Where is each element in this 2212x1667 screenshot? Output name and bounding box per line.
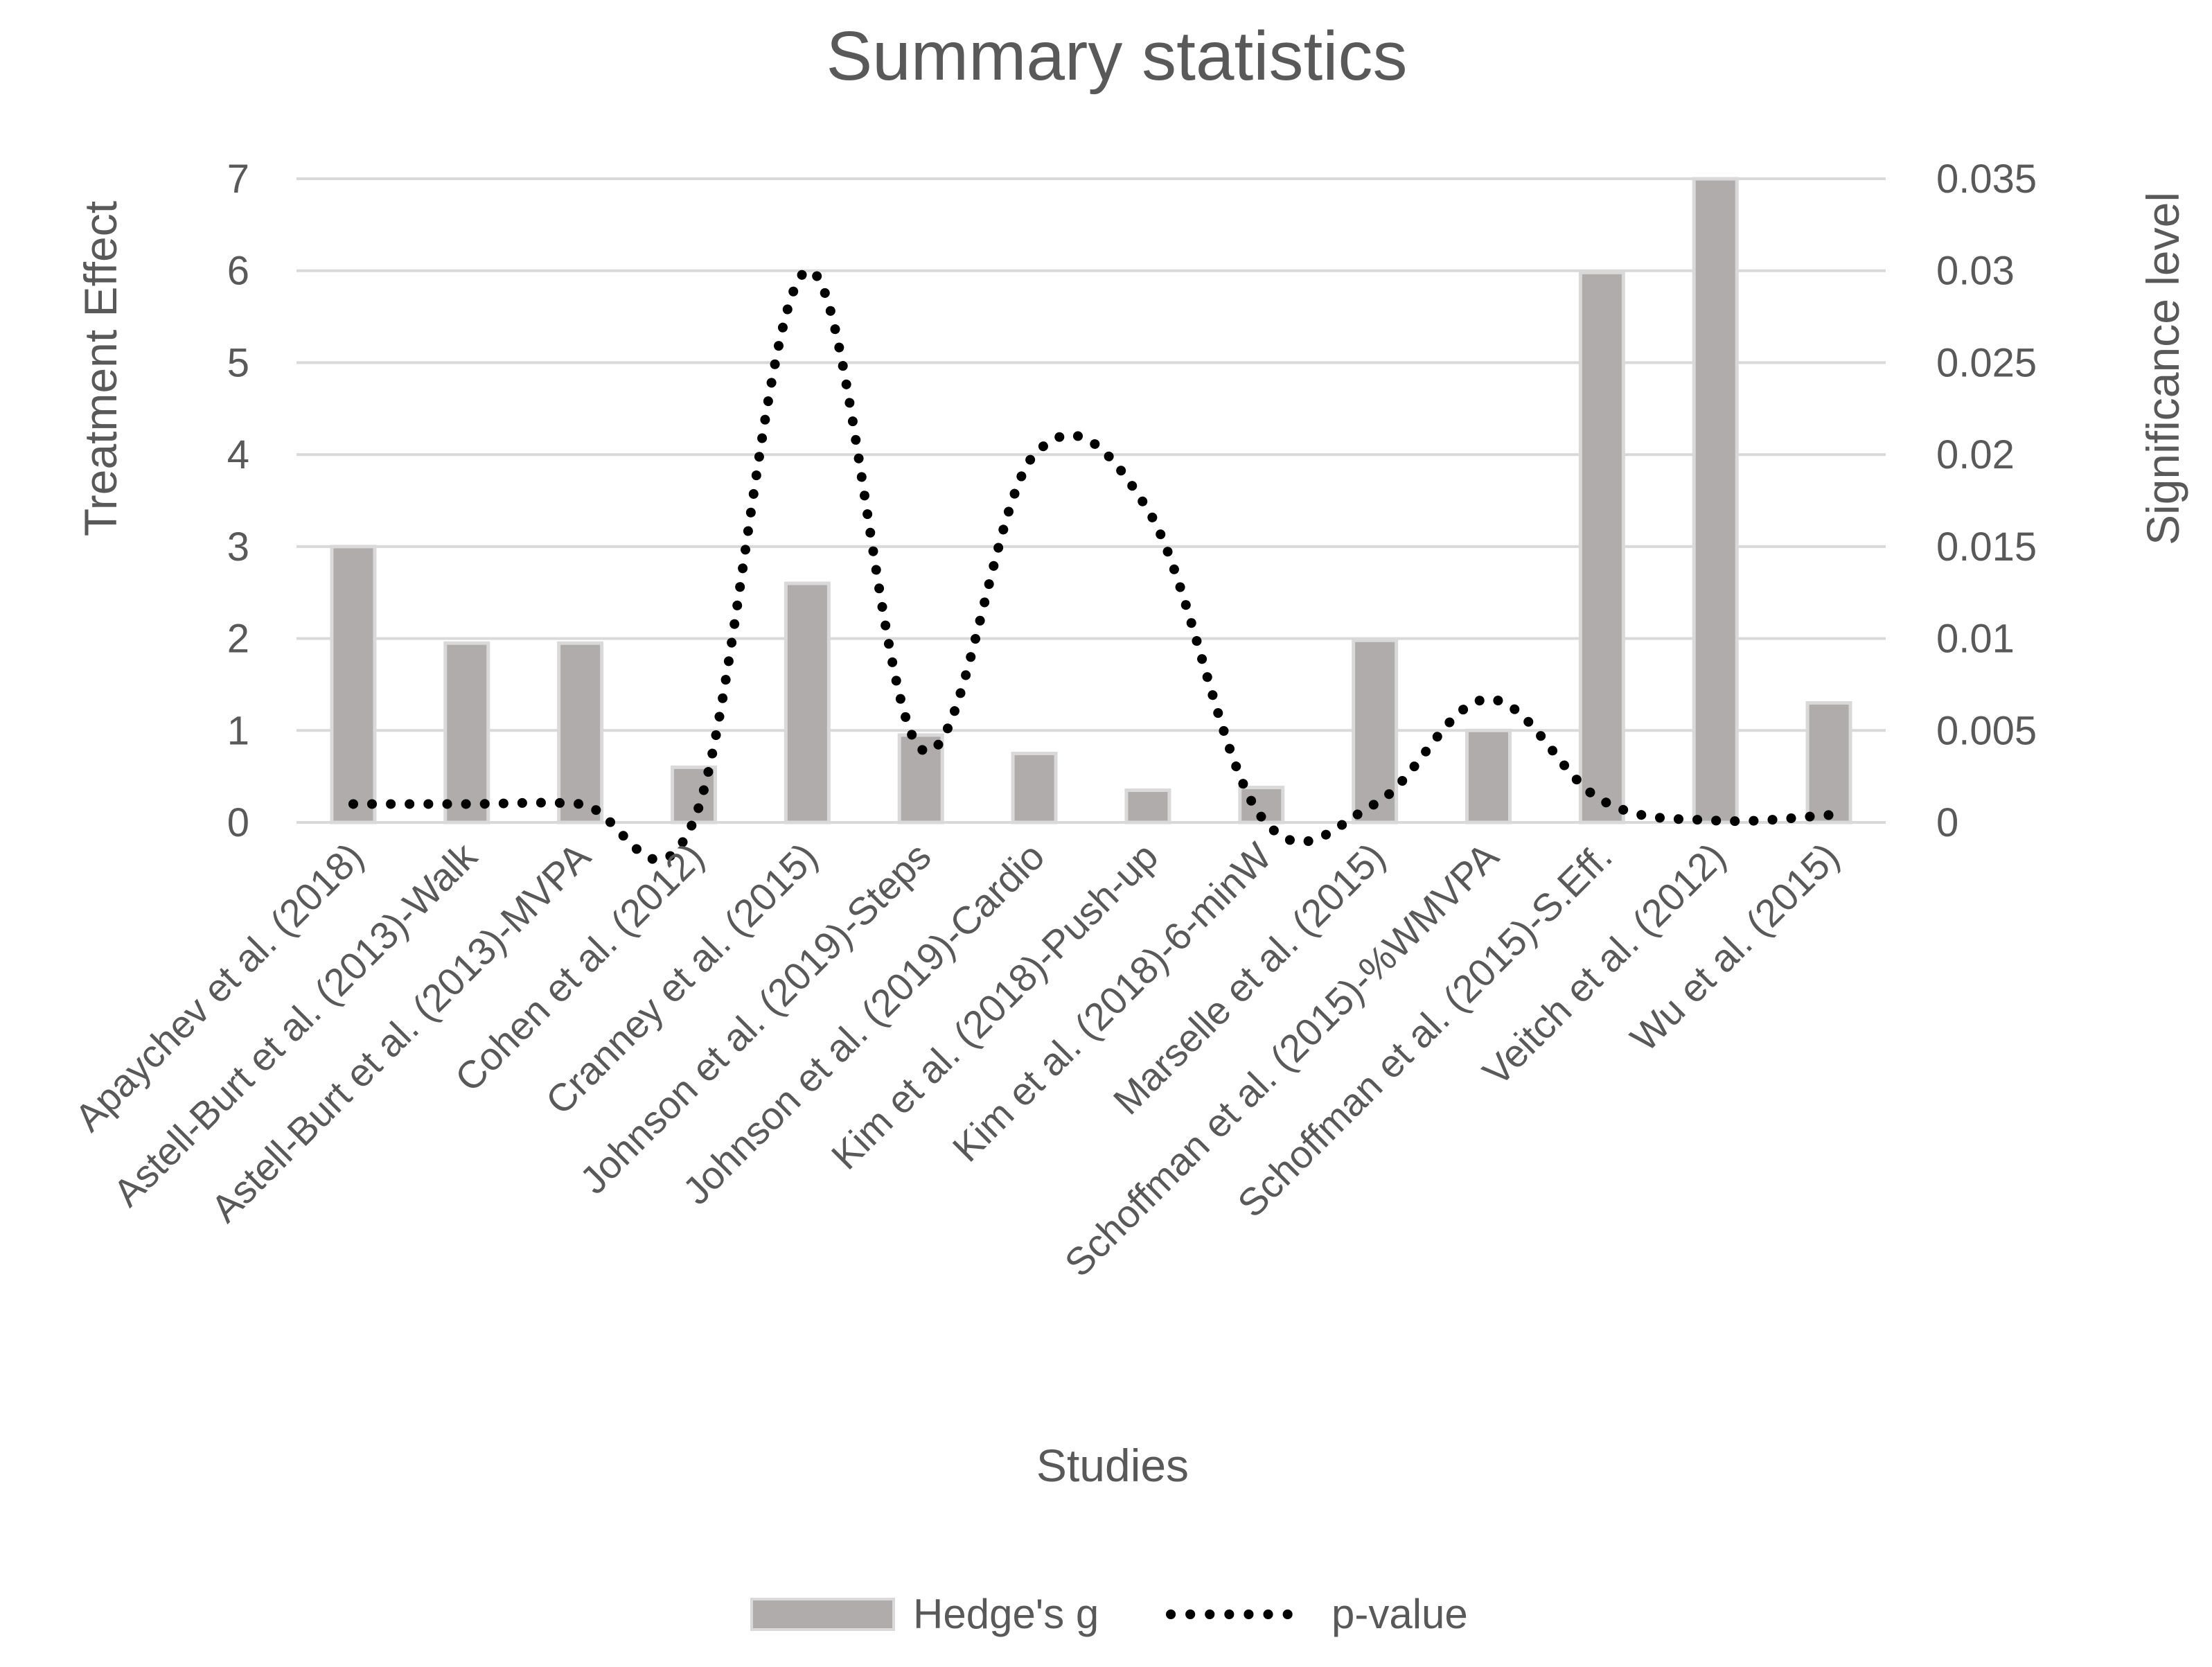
y-tick-label: 5 <box>227 340 249 385</box>
x-category-label: Wu et al. (2015) <box>1622 834 1848 1060</box>
y-axis-title: Treatment Effect <box>75 201 126 536</box>
p-value-point <box>920 748 921 750</box>
bar <box>784 581 831 824</box>
y-tick-label: 3 <box>227 524 249 570</box>
y-tick-label: 1 <box>227 708 249 753</box>
right-axis-ticks: 0 0.005 0.01 0.015 0.02 0.025 0.03 0.035 <box>1936 157 2037 845</box>
bar <box>443 641 490 824</box>
p-value-point <box>806 270 808 272</box>
x-axis-title: Studies <box>1036 1440 1189 1491</box>
y2-tick-label: 0.035 <box>1936 157 2037 202</box>
legend-label-p-value: p-value <box>1331 1591 1468 1637</box>
chart-title: Summary statistics <box>826 17 1407 95</box>
p-value-point <box>1715 820 1716 821</box>
p-value-point <box>1488 698 1489 700</box>
y-tick-label: 7 <box>227 157 249 202</box>
y2-tick-label: 0.005 <box>1936 708 2037 753</box>
p-value-point <box>466 803 468 804</box>
p-value-point <box>353 803 354 804</box>
y2-tick-label: 0.03 <box>1936 249 2015 294</box>
bar <box>1692 177 1739 824</box>
p-value-point <box>693 820 695 821</box>
y-tick-label: 2 <box>227 617 249 662</box>
bar <box>330 545 377 824</box>
y2-tick-label: 0 <box>1936 800 1958 845</box>
p-value-point <box>1147 509 1149 511</box>
bar-series <box>330 177 1852 824</box>
y2-tick-label: 0.015 <box>1936 524 2037 570</box>
p-value-line <box>348 265 1834 865</box>
gridlines <box>297 177 1886 824</box>
bar <box>1238 786 1285 824</box>
p-value-point <box>1828 814 1830 815</box>
legend: Hedge's g p-value <box>750 1591 1468 1637</box>
bar <box>1011 751 1058 824</box>
y2-tick-label: 0.025 <box>1936 340 2037 385</box>
bar <box>557 641 604 824</box>
bar <box>1465 728 1512 824</box>
p-value-point <box>1034 454 1035 455</box>
left-axis-ticks: 0 1 2 3 4 5 6 7 <box>227 157 249 845</box>
bar <box>1578 270 1625 824</box>
y-tick-label: 0 <box>227 800 249 845</box>
p-value-point <box>1374 803 1376 804</box>
y2-tick-label: 0.02 <box>1936 432 2015 477</box>
y-tick-label: 6 <box>227 249 249 294</box>
legend-swatch-hedges-g <box>750 1598 895 1631</box>
bar <box>1124 788 1171 824</box>
y2-axis-title: Significance level <box>2137 192 2188 545</box>
pvalue-series <box>348 265 1834 865</box>
y-tick-label: 4 <box>227 432 249 477</box>
p-value-point <box>580 803 581 804</box>
legend-label-hedges-g: Hedge's g <box>913 1591 1099 1637</box>
category-labels: Apaychev et al. (2018)Astell-Burt et al.… <box>67 834 1848 1285</box>
bar <box>1805 700 1852 824</box>
y2-tick-label: 0.01 <box>1936 617 2015 662</box>
p-value-point <box>1261 816 1262 818</box>
p-value-point <box>1601 800 1602 801</box>
